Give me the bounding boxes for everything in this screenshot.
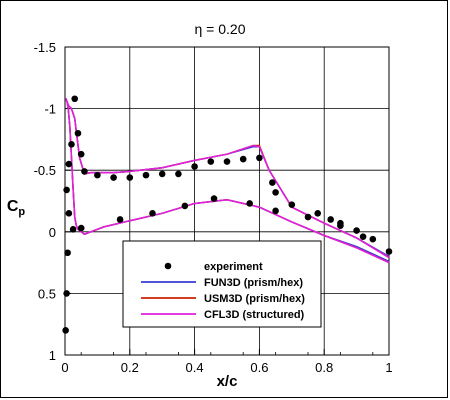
y-tick-label: -1 [44, 102, 56, 117]
experiment-point [223, 158, 231, 165]
experiment-point [94, 171, 101, 179]
legend-label: CFL3D (structured) [204, 309, 305, 321]
experiment-point [149, 210, 156, 217]
experiment-point [359, 233, 367, 241]
experiment-point [327, 216, 334, 223]
experiment-point [353, 227, 360, 234]
experiment-point [337, 222, 344, 229]
x-tick-label: 0.4 [186, 360, 204, 375]
experiment-point [69, 226, 77, 233]
series-line-3 [65, 97, 390, 264]
legend-entry: USM3D (prism/hex) [141, 293, 305, 305]
legend-entry: FUN3D (prism/hex) [141, 277, 303, 289]
experiment-point [304, 213, 312, 221]
experiment-point [77, 150, 85, 158]
experiment-point [158, 170, 166, 178]
experiment-point [63, 186, 70, 194]
legend: experiment FUN3D (prism/hex) USM3D (prism/… [122, 240, 322, 328]
experiment-point [68, 141, 75, 148]
experiment-point [126, 174, 134, 181]
experiment-point [74, 129, 82, 137]
legend-entry: experiment [164, 261, 263, 273]
experiment-point [207, 158, 215, 165]
experiment-point [71, 95, 79, 103]
experiment-point [116, 216, 124, 223]
experiment-point [246, 200, 253, 207]
legend-marker [164, 262, 172, 270]
y-tick-label: 1 [49, 348, 56, 363]
experiment-point [63, 290, 70, 297]
series-points [62, 95, 393, 334]
experiment-point [181, 202, 189, 210]
x-tick-label: 0.6 [250, 360, 268, 375]
x-tick-label: 0 [61, 360, 68, 375]
series-lines [65, 97, 390, 264]
y-axis-title: Cp [7, 198, 26, 218]
y-tick-label: 0.5 [38, 286, 56, 301]
x-axis-title: x/c [217, 373, 238, 390]
legend-label: experiment [204, 261, 263, 273]
legend-box [122, 240, 322, 328]
y-tick-label: 0 [49, 225, 56, 240]
experiment-point [314, 210, 322, 217]
experiment-point [191, 163, 198, 170]
experiment-point [175, 170, 182, 178]
experiment-point [269, 179, 276, 186]
experiment-point [288, 201, 296, 208]
legend-label: FUN3D (prism/hex) [204, 277, 303, 289]
experiment-point [65, 210, 73, 217]
experiment-point [81, 168, 88, 175]
experiment-point [369, 235, 377, 243]
chart-title: η = 0.20 [195, 21, 246, 37]
experiment-point [62, 327, 69, 334]
experiment-point [210, 195, 218, 202]
plot-frame [64, 46, 390, 356]
experiment-point [110, 174, 117, 181]
legend-entry: CFL3D (structured) [141, 309, 305, 321]
y-axis-title-main: C [7, 198, 19, 215]
experiment-point [272, 189, 279, 196]
experiment-point [142, 171, 150, 179]
ticks: 0 0.2 0.4 0.6 0.8 1 -1.5 -1 -0.5 0 0.5 1 [34, 40, 393, 375]
experiment-point [272, 207, 279, 215]
legend-label: USM3D (prism/hex) [204, 293, 305, 305]
x-tick-label: 0.2 [121, 360, 139, 375]
y-tick-label: -1.5 [34, 40, 56, 55]
experiment-point [256, 154, 263, 162]
experiment-point [239, 155, 247, 163]
experiment-point [77, 224, 85, 232]
y-axis-title-sub: p [18, 206, 25, 218]
experiment-point [385, 248, 393, 255]
x-tick-label: 0.8 [315, 360, 333, 375]
x-tick-label: 1 [385, 360, 392, 375]
experiment-point [64, 249, 71, 257]
y-tick-label: -0.5 [34, 163, 56, 178]
experiment-point [65, 160, 73, 168]
